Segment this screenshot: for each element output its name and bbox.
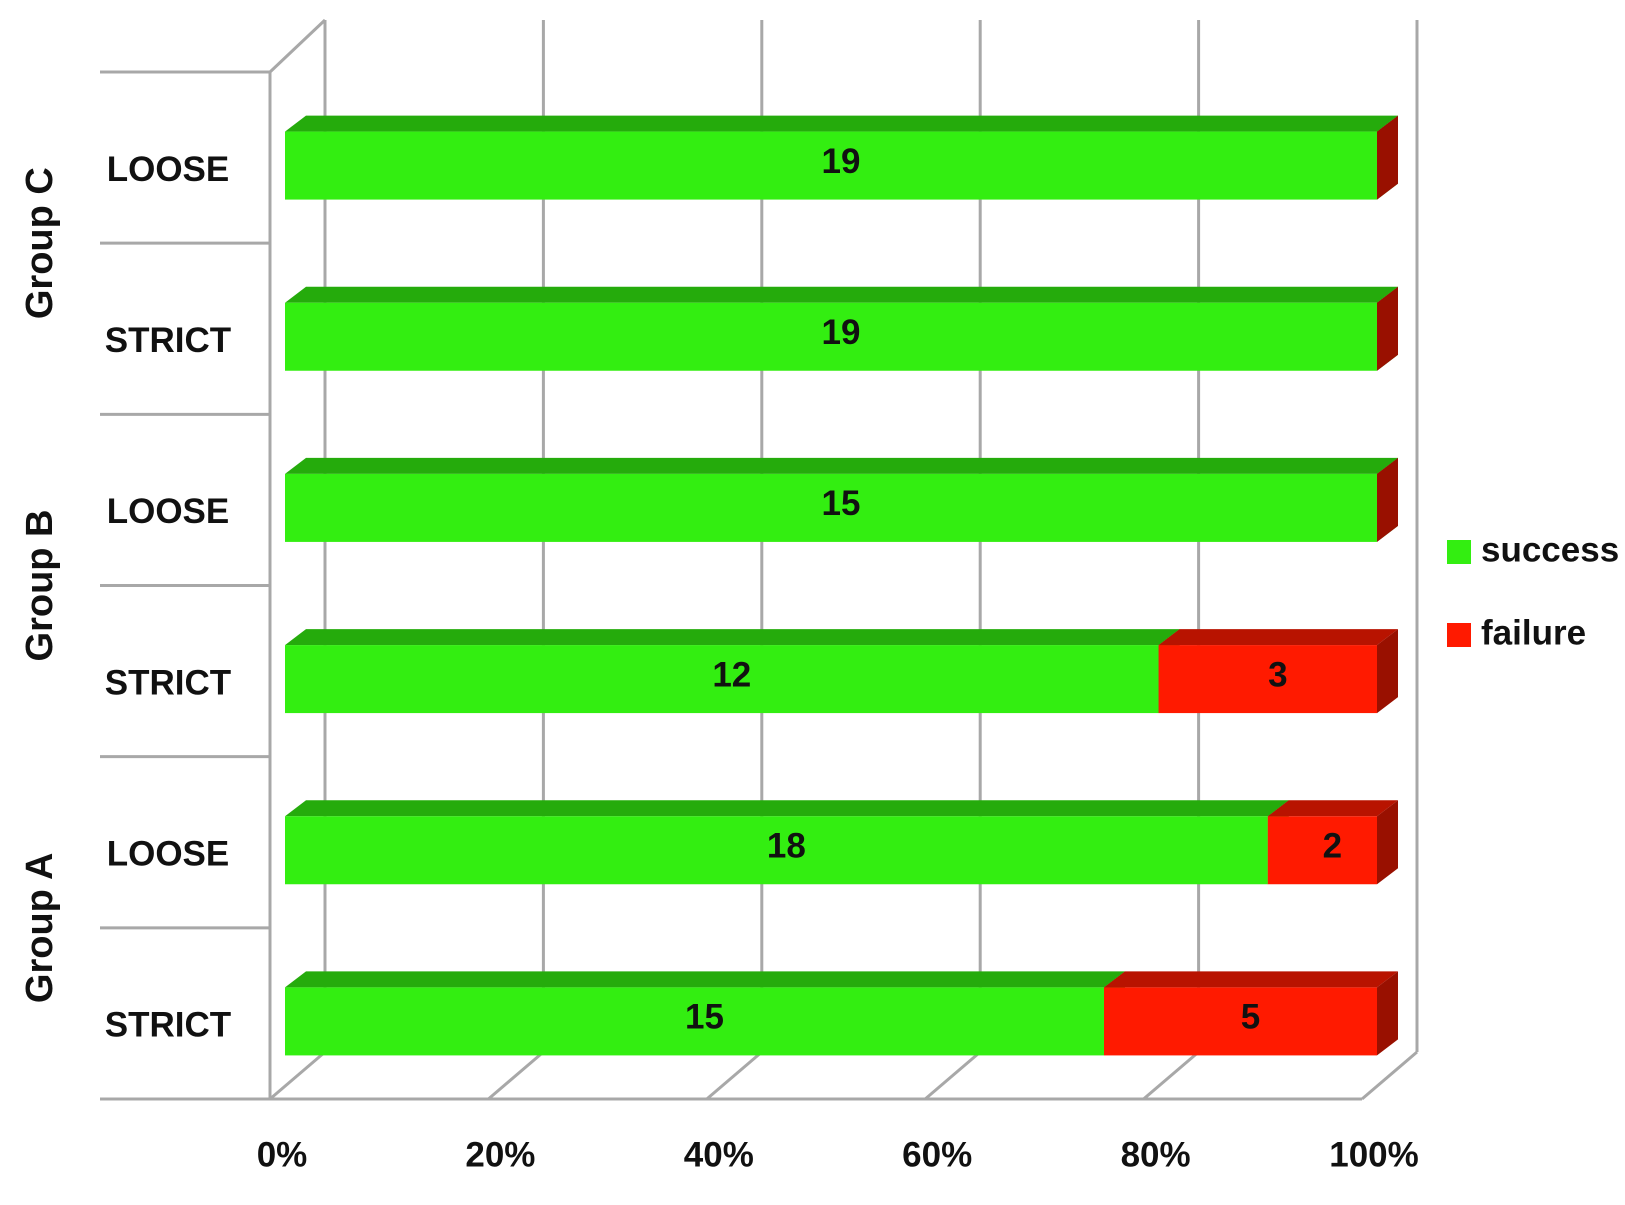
value-label: 5 [1241,998,1260,1037]
bar-top [285,971,1125,988]
legend-label: failure [1481,613,1586,652]
value-label: 3 [1268,655,1287,694]
bar-side [1377,286,1398,371]
y-tick-label: STRICT [105,321,231,360]
x-tick-label: 60% [902,1135,972,1174]
bar [1267,816,1377,885]
y-tick-label: LOOSE [107,492,230,531]
grid-floor-line [705,1050,763,1101]
group-label: Group B [19,510,61,662]
bar-top [285,629,1180,646]
left-wall-top [268,18,327,74]
bar-side [1377,629,1398,714]
y-tick-label: STRICT [105,1006,231,1045]
grid-floor-line [1361,1050,1418,1101]
group-label: Group A [19,853,61,1004]
grid-floor-line [924,1050,982,1101]
value-label: 15 [822,484,861,523]
bar [285,302,1377,371]
grid-floor-line [487,1050,545,1101]
bar-side [1377,971,1398,1056]
value-label: 18 [767,827,806,866]
grid-floor-line [269,1050,326,1101]
grid-floor-line [1142,1050,1200,1101]
bar [285,987,1104,1056]
y-tick-label: LOOSE [107,835,230,874]
bar [285,473,1377,542]
x-tick-label: 40% [684,1135,754,1174]
value-label: 15 [685,998,724,1037]
bar-top [285,800,1289,817]
y-tick-label: STRICT [105,663,231,702]
bar-top [285,115,1398,132]
legend-label: success [1481,530,1619,569]
bar-top [1104,971,1398,988]
y-tick-label: LOOSE [107,150,230,189]
legend-swatch [1447,540,1471,564]
value-label: 12 [712,655,751,694]
bar [285,131,1377,200]
value-label: 19 [822,142,861,181]
bar-side [1377,457,1398,542]
bar-top [1158,629,1398,646]
bar-top [1267,800,1398,817]
bar-side [1377,800,1398,885]
x-tick-label: 0% [257,1135,308,1174]
x-tick-label: 80% [1121,1135,1191,1174]
bar [1158,645,1377,714]
value-label: 2 [1323,827,1342,866]
group-label: Group C [19,167,61,319]
bar-top [285,457,1398,474]
legend-swatch [1447,623,1471,647]
bar [285,816,1268,885]
bar-top [285,286,1398,303]
bar [285,645,1159,714]
bar-side [1377,115,1398,200]
x-tick-label: 100% [1329,1135,1419,1174]
x-tick-label: 20% [465,1135,535,1174]
bar [1104,987,1377,1056]
value-label: 19 [822,313,861,352]
